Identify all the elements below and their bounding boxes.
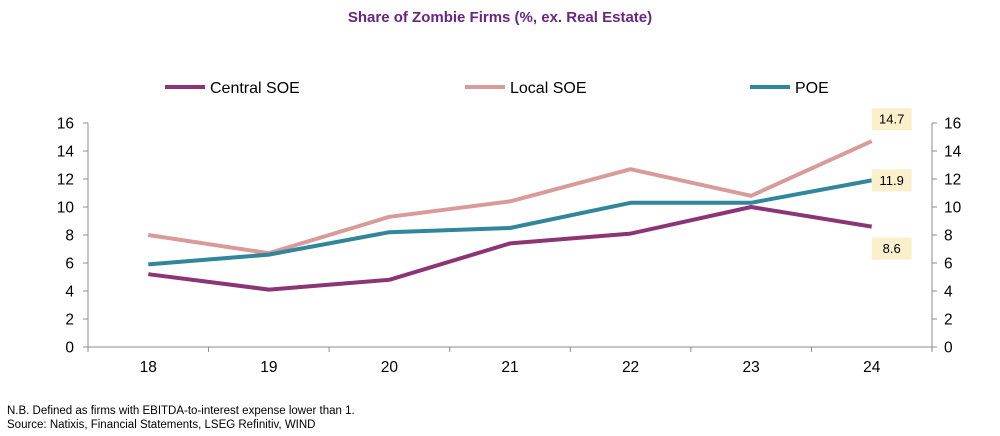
y-tick-label-right: 4 bbox=[944, 284, 953, 301]
legend-label: Central SOE bbox=[210, 80, 300, 97]
x-tick-label: 21 bbox=[501, 359, 518, 376]
y-tick-label-right: 0 bbox=[944, 340, 953, 357]
series-line-local-soe bbox=[148, 139, 873, 256]
y-tick-label-right: 8 bbox=[944, 228, 953, 245]
series-line-poe bbox=[148, 178, 873, 267]
legend: Central SOE Local SOE POE bbox=[165, 80, 829, 97]
legend-label: Local SOE bbox=[510, 80, 586, 97]
x-tick-label: 20 bbox=[381, 359, 399, 376]
footnote: N.B. Defined as firms with EBITDA-to-int… bbox=[7, 405, 355, 417]
callout-label: 11.9 bbox=[880, 173, 904, 188]
y-tick-label-right: 6 bbox=[944, 256, 953, 273]
y-tick-label-left: 8 bbox=[65, 228, 74, 245]
y-tick-label-right: 16 bbox=[944, 116, 961, 133]
chart-notes: N.B. Defined as firms with EBITDA-to-int… bbox=[7, 404, 355, 432]
x-tick-label: 19 bbox=[260, 359, 277, 376]
y-tick-label-right: 2 bbox=[944, 312, 953, 329]
source-note: Source: Natixis, Financial Statements, L… bbox=[7, 419, 316, 431]
series-lines bbox=[148, 139, 873, 292]
y-tick-label-left: 14 bbox=[57, 144, 75, 161]
y-tick-label-left: 2 bbox=[65, 312, 74, 329]
y-tick-label-left: 6 bbox=[65, 256, 74, 273]
chart-title: Share of Zombie Firms (%, ex. Real Estat… bbox=[347, 9, 653, 26]
y-tick-label-left: 0 bbox=[65, 340, 74, 357]
y-tick-label-left: 12 bbox=[57, 172, 74, 189]
callout-box bbox=[871, 237, 912, 260]
y-tick-label-right: 14 bbox=[944, 144, 962, 161]
y-tick-label-left: 4 bbox=[65, 284, 74, 301]
value-callouts: 14.7 11.9 8.6 bbox=[871, 108, 912, 260]
callout-box bbox=[871, 169, 912, 192]
x-tick-label: 24 bbox=[863, 359, 881, 376]
x-tick-label: 22 bbox=[622, 359, 639, 376]
callout-box bbox=[871, 108, 912, 131]
y-tick-label-left: 10 bbox=[57, 200, 75, 217]
callout-label: 8.6 bbox=[883, 241, 901, 256]
legend-label: POE bbox=[795, 80, 829, 97]
series-line-central-soe bbox=[148, 205, 873, 292]
y-tick-label-right: 10 bbox=[944, 200, 962, 217]
callout-label: 14.7 bbox=[879, 112, 904, 127]
x-tick-label: 23 bbox=[743, 359, 760, 376]
y-tick-label-right: 12 bbox=[944, 172, 961, 189]
x-tick-label: 18 bbox=[140, 359, 157, 376]
y-tick-label-left: 16 bbox=[57, 116, 74, 133]
